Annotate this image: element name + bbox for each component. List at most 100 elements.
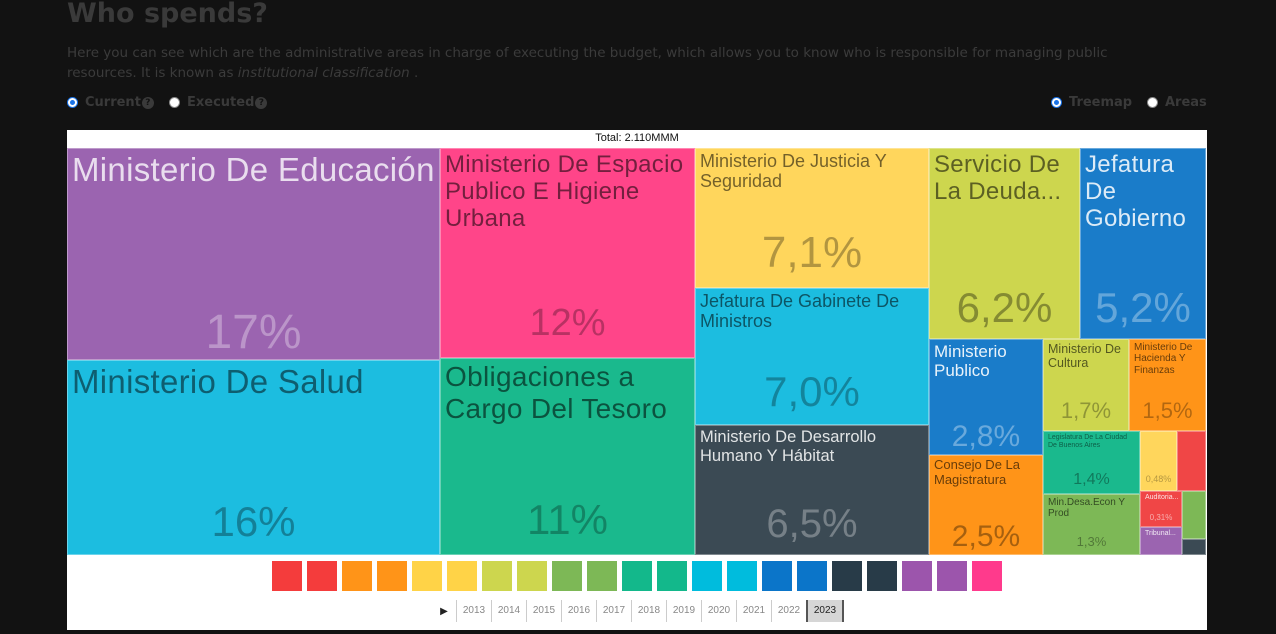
executed-help-icon[interactable]: ? bbox=[255, 96, 268, 109]
treemap-cell-name: Ministerio De Desarrollo Humano Y Hábita… bbox=[700, 428, 877, 465]
treemap-cell[interactable]: Consejo De La Magistratura 2,5% bbox=[929, 455, 1043, 555]
legend-swatch[interactable] bbox=[902, 561, 932, 591]
legend-swatch[interactable] bbox=[797, 561, 827, 591]
treemap-cell[interactable] bbox=[1182, 539, 1206, 555]
treemap-radio[interactable]: Treemap bbox=[1051, 95, 1132, 110]
year-timeline: ▶ 2013 2014 2015 2016 2017 2018 2019 2020 2021 20… bbox=[432, 600, 844, 622]
treemap-total-label: Total: 2.110MMM bbox=[595, 132, 679, 144]
treemap-cell-share: 1,5% bbox=[1142, 398, 1193, 423]
year-button[interactable]: 2020 bbox=[701, 600, 736, 622]
year-button[interactable]: 2023 bbox=[806, 600, 844, 622]
treemap-cell-name: Auditoria... bbox=[1145, 494, 1179, 501]
color-legend bbox=[272, 561, 1007, 591]
play-button[interactable]: ▶ bbox=[440, 605, 448, 617]
executed-radio[interactable]: Executed ? bbox=[169, 95, 268, 110]
treemap-cell[interactable] bbox=[1177, 431, 1206, 491]
areas-label: Areas bbox=[1165, 95, 1207, 110]
treemap-cell[interactable]: Ministerio De Hacienda Y Finanzas 1,5% bbox=[1129, 339, 1206, 431]
treemap-label: Treemap bbox=[1069, 95, 1133, 110]
legend-swatch[interactable] bbox=[447, 561, 477, 591]
treemap-cell-share: 6,2% bbox=[956, 284, 1053, 331]
treemap-cell-share: 2,8% bbox=[951, 420, 1021, 453]
legend-swatch[interactable] bbox=[832, 561, 862, 591]
treemap-cell[interactable]: Ministerio Publico 2,8% bbox=[929, 339, 1043, 455]
current-radio-dot[interactable] bbox=[67, 97, 78, 108]
areas-radio-dot[interactable] bbox=[1147, 97, 1158, 108]
treemap-cell-name: Legislatura De La Ciudad De Buenos Aires bbox=[1048, 434, 1127, 449]
legend-swatch[interactable] bbox=[937, 561, 967, 591]
treemap-cell[interactable]: 0,48% bbox=[1140, 431, 1177, 491]
year-button[interactable]: 2014 bbox=[491, 600, 526, 622]
treemap-cell-share: 0,48% bbox=[1145, 474, 1172, 484]
treemap-cell-name: Ministerio De Salud bbox=[72, 363, 364, 400]
treemap-cell[interactable]: Ministerio De Desarrollo Humano Y Hábita… bbox=[695, 425, 929, 555]
legend-swatch[interactable] bbox=[307, 561, 337, 591]
treemap-cell[interactable]: Min.Desa.Econ Y Prod 1,3% bbox=[1043, 494, 1140, 555]
treemap-cell-name: Ministerio De Hacienda Y Finanzas bbox=[1134, 342, 1193, 376]
treemap-cell-name: Ministerio De Cultura bbox=[1048, 342, 1121, 371]
year-button[interactable]: 2017 bbox=[596, 600, 631, 622]
treemap-cell-share: 7,0% bbox=[764, 368, 860, 415]
legend-swatch[interactable] bbox=[587, 561, 617, 591]
current-help-icon[interactable]: ? bbox=[141, 96, 154, 109]
legend-swatch[interactable] bbox=[867, 561, 897, 591]
areas-radio[interactable]: Areas bbox=[1147, 95, 1207, 110]
legend-swatch[interactable] bbox=[552, 561, 582, 591]
legend-swatch[interactable] bbox=[972, 561, 1002, 591]
legend-swatch[interactable] bbox=[762, 561, 792, 591]
treemap-cell[interactable] bbox=[1182, 491, 1206, 539]
legend-swatch[interactable] bbox=[342, 561, 372, 591]
year-button[interactable]: 2019 bbox=[666, 600, 701, 622]
treemap-cell-share: 0,31% bbox=[1149, 513, 1173, 522]
treemap-cell-name: Ministerio De Educación bbox=[72, 151, 435, 188]
legend-swatch[interactable] bbox=[692, 561, 722, 591]
treemap-cell[interactable]: Auditoria... 0,31% bbox=[1140, 491, 1182, 527]
description: Here you can see which are the administr… bbox=[67, 45, 1108, 81]
treemap-cell-share: 1,7% bbox=[1060, 398, 1112, 423]
legend-swatch[interactable] bbox=[412, 561, 442, 591]
legend-swatch[interactable] bbox=[622, 561, 652, 591]
year-button[interactable]: 2016 bbox=[561, 600, 596, 622]
treemap-cell[interactable]: Ministerio De Espacio Publico E Higiene … bbox=[440, 148, 695, 358]
treemap-cell[interactable]: Ministerio De Educación 17% bbox=[67, 148, 440, 360]
chart-panel: Total: 2.110MMM Ministerio De Educación 1… bbox=[67, 130, 1207, 630]
year-button[interactable]: 2018 bbox=[631, 600, 666, 622]
treemap-cell-share: 6,5% bbox=[766, 502, 858, 546]
treemap-cell[interactable]: Jefatura De Gobierno 5,2% bbox=[1080, 148, 1206, 339]
treemap-cell-name: Jefatura De Gabinete De Ministros bbox=[700, 291, 900, 332]
treemap: Ministerio De Educación 17% Ministerio De … bbox=[67, 148, 1207, 555]
current-radio[interactable]: Current ? bbox=[67, 95, 154, 110]
treemap-cell[interactable]: Ministerio De Justicia Y Seguridad 7,1% bbox=[695, 148, 929, 288]
executed-label: Executed bbox=[187, 95, 255, 110]
treemap-cell-share: 17% bbox=[205, 306, 302, 359]
treemap-cell[interactable]: Legislatura De La Ciudad De Buenos Aires… bbox=[1043, 431, 1140, 494]
year-button[interactable]: 2013 bbox=[456, 600, 491, 622]
treemap-cell-share: 1,3% bbox=[1076, 534, 1107, 549]
institutional-classification-link[interactable]: institutional classification bbox=[237, 65, 410, 81]
legend-swatch[interactable] bbox=[727, 561, 757, 591]
treemap-radio-dot[interactable] bbox=[1051, 97, 1062, 108]
treemap-cell-name: Consejo De La Magistratura bbox=[934, 457, 1020, 487]
year-button[interactable]: 2015 bbox=[526, 600, 561, 622]
legend-swatch[interactable] bbox=[657, 561, 687, 591]
legend-swatch[interactable] bbox=[482, 561, 512, 591]
legend-swatch[interactable] bbox=[377, 561, 407, 591]
treemap-cell-share: 5,2% bbox=[1095, 284, 1191, 331]
treemap-cell[interactable]: Tribunal... bbox=[1140, 527, 1182, 555]
year-button[interactable]: 2022 bbox=[771, 600, 806, 622]
treemap-cell-share: 2,5% bbox=[951, 520, 1021, 553]
year-button[interactable]: 2021 bbox=[736, 600, 771, 622]
treemap-cell[interactable]: Jefatura De Gabinete De Ministros 7,0% bbox=[695, 288, 929, 425]
treemap-cell[interactable]: Obligaciones a Cargo Del Tesoro 11% bbox=[440, 358, 695, 555]
legend-swatch[interactable] bbox=[272, 561, 302, 591]
treemap-cell-share: 11% bbox=[527, 496, 608, 543]
treemap-cell-name: Obligaciones a Cargo Del Tesoro bbox=[445, 361, 668, 424]
treemap-cell[interactable]: Ministerio De Cultura 1,7% bbox=[1043, 339, 1129, 431]
legend-swatch[interactable] bbox=[517, 561, 547, 591]
executed-radio-dot[interactable] bbox=[169, 97, 180, 108]
treemap-cell[interactable]: Ministerio De Salud 16% bbox=[67, 360, 440, 555]
treemap-cell-share: 16% bbox=[211, 498, 296, 545]
treemap-cell-name: Ministerio De Espacio Publico E Higiene … bbox=[445, 151, 684, 233]
treemap-cell[interactable]: Servicio De La Deuda... 6,2% bbox=[929, 148, 1080, 339]
treemap-cell-share: 7,1% bbox=[761, 228, 863, 277]
